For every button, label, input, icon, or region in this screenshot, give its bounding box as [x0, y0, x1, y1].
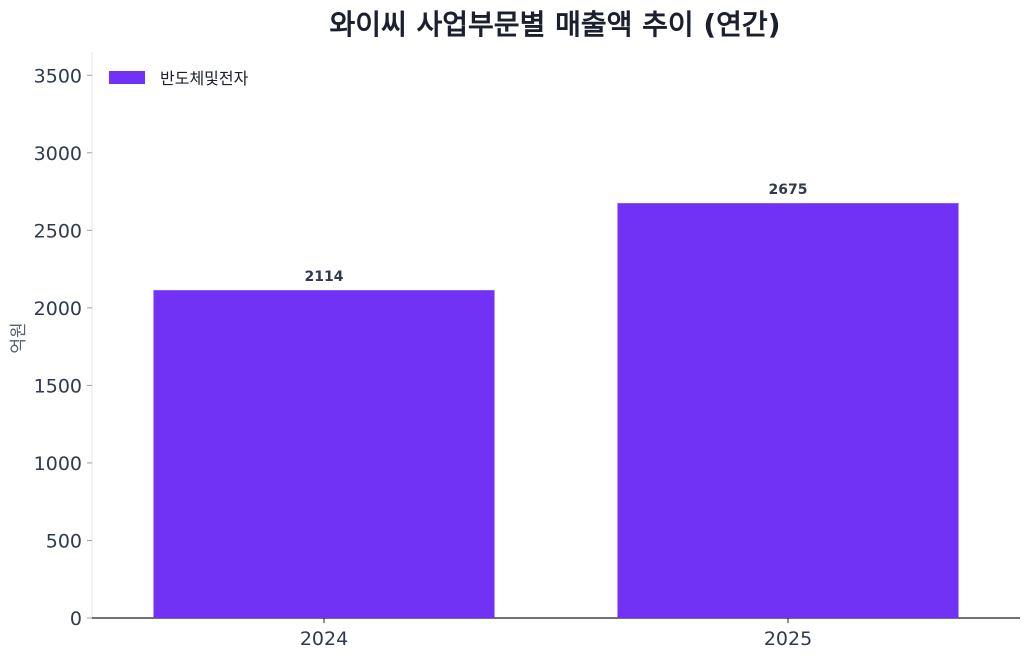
- x-tick-label: 2024: [300, 628, 348, 650]
- bars: [153, 203, 959, 619]
- y-tick-label: 2500: [34, 220, 82, 242]
- bar-2025: [617, 203, 959, 619]
- y-axis-label: 억원: [9, 322, 29, 353]
- y-tick-label: 0: [70, 608, 82, 630]
- data-labels: 2114 2675: [305, 182, 808, 285]
- data-label: 2114: [305, 269, 344, 285]
- y-tick-label: 500: [46, 530, 82, 552]
- chart-title: 와이씨 사업부문별 매출액 추이 (연간): [330, 8, 781, 41]
- y-tick-label: 3500: [34, 65, 82, 87]
- bar-2024: [153, 290, 495, 618]
- legend-swatch: [109, 71, 145, 84]
- y-tick-label: 1000: [34, 453, 82, 475]
- y-tick-label: 2000: [34, 298, 82, 320]
- x-ticks: 2024 2025: [300, 618, 812, 650]
- y-ticks: 0 500 1000 1500 2000 2500 3000 3500: [34, 65, 92, 630]
- y-tick-label: 3000: [34, 143, 82, 165]
- x-tick-label: 2025: [764, 628, 812, 650]
- data-label: 2675: [769, 182, 808, 198]
- legend-label: 반도체및전자: [160, 69, 249, 88]
- legend: 반도체및전자: [109, 69, 249, 88]
- y-tick-label: 1500: [34, 375, 82, 397]
